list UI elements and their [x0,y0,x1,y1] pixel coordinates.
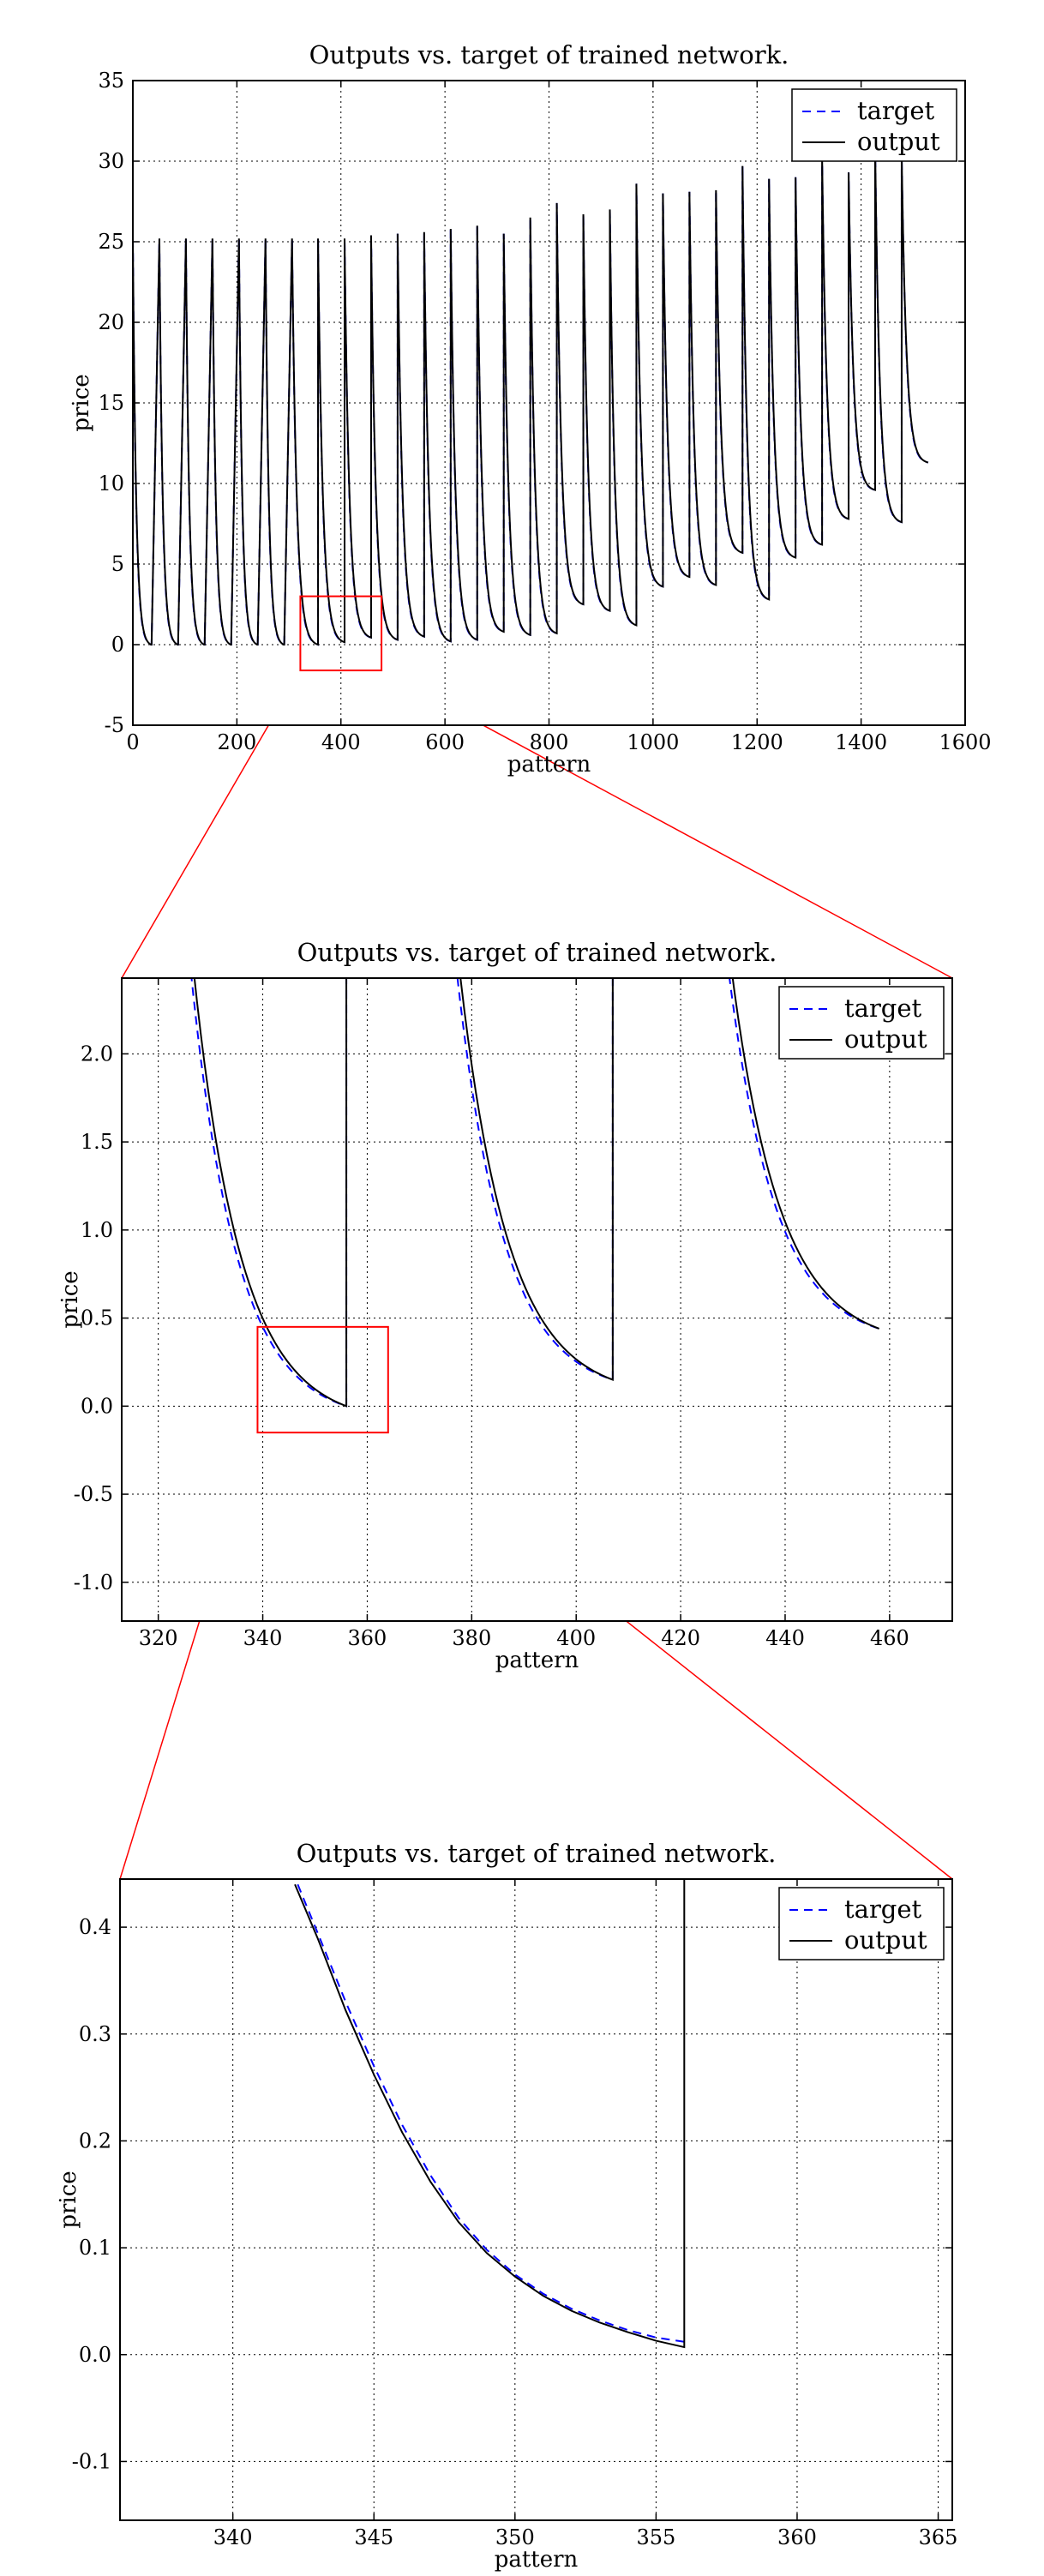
legend-label-output: output [844,1024,927,1054]
legend-box [791,88,957,162]
x-tick-label: 320 [139,1626,178,1650]
chart-zoom-level-2: 340 345 350 355 360 365 -0.1 0.0 0.1 0.2 0.3 0.4 Out… [56,1839,957,2573]
y-tick-label: 20 [98,310,124,334]
y-tick-label: 0.1 [79,2236,111,2260]
series-line-target [190,978,879,1408]
grid [122,978,952,1621]
x-tick-label: 0 [126,730,139,754]
x-tick-label: 460 [870,1626,909,1650]
x-tick-label: 340 [243,1626,283,1650]
series-line-target [297,1883,685,2343]
y-tick-label: 10 [98,471,124,495]
legend-label-target: target [844,994,922,1023]
legend-label-output: output [844,1925,927,1955]
plot-background [120,1879,952,2520]
y-tick-label: 25 [98,230,124,254]
y-tick-label: 1.5 [81,1130,113,1154]
ticks: 0 200 400 600 800 1000 1200 1400 1600-5051015202… [98,69,991,754]
x-tick-label: 380 [452,1626,491,1650]
legend-label-target: target [844,1894,922,1924]
grid [120,1879,952,2520]
y-axis-label: price [57,1270,83,1328]
x-tick-label: 1000 [627,730,679,754]
plot-frame [121,977,953,1622]
x-tick-label: 400 [321,730,361,754]
legend-label-target: target [857,96,935,125]
x-tick-label: 365 [919,2525,958,2549]
y-tick-label: 0.0 [79,2343,111,2367]
y-tick-label: 30 [98,149,124,173]
plot-area [190,978,880,1408]
x-tick-label: 1200 [731,730,783,754]
x-tick-label: 1600 [939,730,991,754]
y-tick-label: 0.5 [81,1306,113,1330]
x-tick-label: 200 [217,730,256,754]
plot-area [133,147,929,646]
legend-box [778,986,945,1060]
y-tick-label: 0.0 [81,1394,113,1418]
chart-title: Outputs vs. target of trained network. [309,40,789,69]
ticks: 340 345 350 355 360 365 -0.1 0.0 0.1 0.2 0.3 0.4 [72,1879,958,2549]
x-tick-label: 440 [765,1626,805,1650]
y-tick-label: 2.0 [81,1042,113,1066]
chart-title: Outputs vs. target of trained network. [297,1839,777,1868]
y-tick-label: 1.0 [81,1218,113,1242]
x-axis-label: pattern [507,752,591,778]
plot-area [294,1879,686,2349]
y-axis-label: price [56,2171,81,2228]
chart-overview: 0 200 400 600 800 1000 1200 1400 1600-5051015202… [69,40,992,778]
series-line-output [133,147,929,646]
y-tick-label: 5 [111,552,124,576]
x-tick-label: 1400 [835,730,887,754]
x-tick-label: 355 [636,2525,675,2549]
chart-zoom-level-1: 320 340 360 380 400 420 440 460 -1.0 -0.5 0.0 0.5 1.… [57,938,953,1673]
x-tick-label: 600 [425,730,465,754]
x-tick-label: 360 [348,1626,387,1650]
y-tick-label: 0.2 [79,2129,111,2153]
y-tick-label: -0.1 [72,2449,111,2473]
series-line-output [294,1879,686,2349]
x-axis-label: pattern [495,1648,579,1673]
x-tick-label: 345 [354,2525,393,2549]
zoom-box [256,1325,389,1434]
x-tick-label: 420 [661,1626,700,1650]
y-tick-label: -5 [105,713,124,737]
plot-background [133,81,965,725]
ticks: 320 340 360 380 400 420 440 460 -1.0 -0.5 0.0 0.5 1.… [74,978,952,1650]
x-tick-label: 340 [213,2525,253,2549]
y-tick-label: -0.5 [74,1482,113,1506]
zoom-box [299,595,383,672]
x-axis-label: pattern [495,2547,579,2573]
x-tick-label: 360 [777,2525,817,2549]
y-tick-label: 0 [111,633,124,657]
x-tick-label: 800 [530,730,569,754]
legend-label-output: output [857,127,940,156]
y-tick-label: 0.4 [79,1915,111,1939]
chart-title: Outputs vs. target of trained network. [297,938,777,967]
plot-background [122,978,952,1621]
legend-box [778,1887,945,1961]
x-tick-label: 350 [495,2525,535,2549]
y-axis-label: price [69,374,94,431]
plot-frame [119,1878,953,2521]
y-tick-label: -1.0 [74,1570,113,1594]
series-line-output [193,978,880,1408]
x-tick-label: 400 [556,1626,596,1650]
y-tick-label: 15 [98,391,124,415]
y-tick-label: 0.3 [79,2022,111,2046]
y-tick-label: 35 [98,69,124,93]
